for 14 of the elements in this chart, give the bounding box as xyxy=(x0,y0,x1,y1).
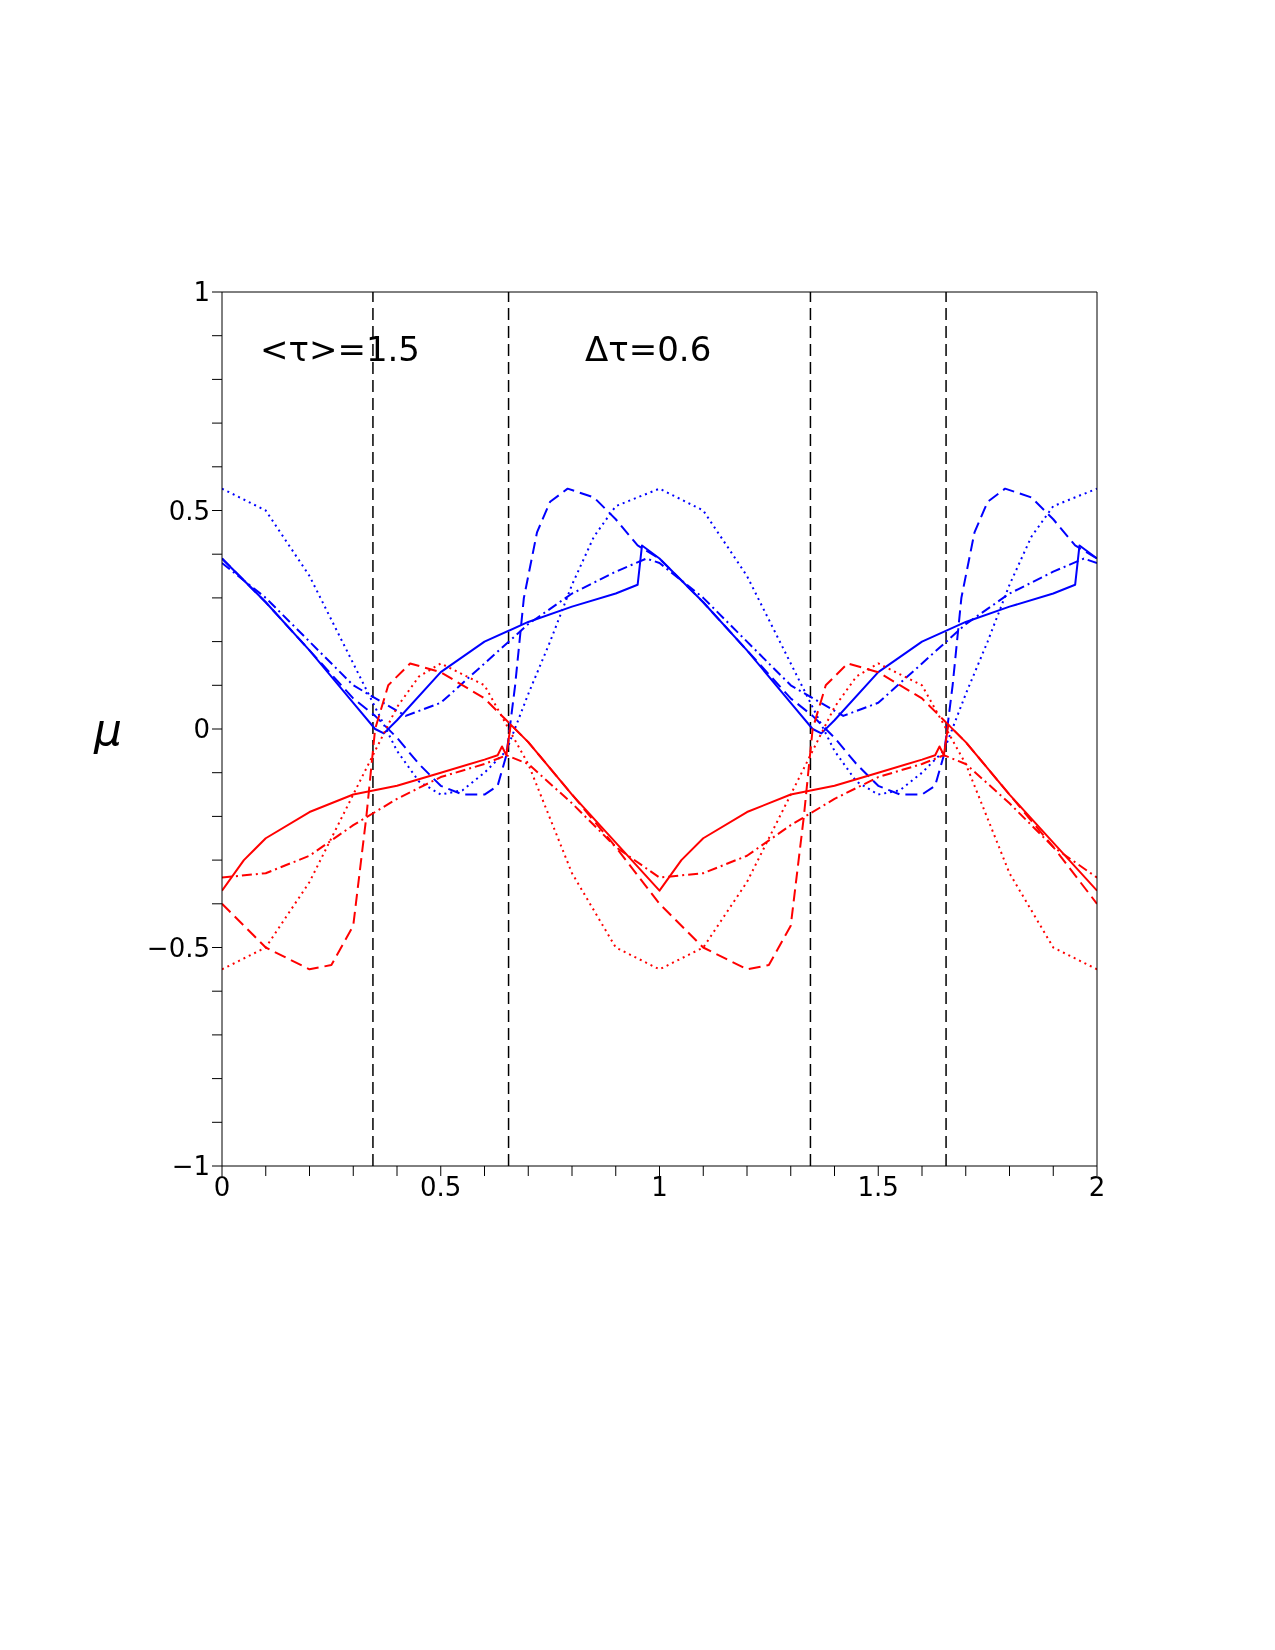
line-series xyxy=(222,662,1097,971)
x-tick-label: 0 xyxy=(213,1172,231,1203)
y-tick-label: −1 xyxy=(171,1151,210,1182)
y-tick-label: −0.5 xyxy=(146,932,210,963)
y-tick-label: 0.5 xyxy=(168,495,210,526)
x-tick-label: 2 xyxy=(1088,1172,1106,1203)
x-tick-label: 1 xyxy=(651,1172,668,1203)
y-axis-title: μ xyxy=(93,703,122,755)
annotation: Δτ=0.6 xyxy=(585,329,712,369)
y-tick-label: 1 xyxy=(193,277,210,308)
x-tick-label: 0.5 xyxy=(420,1172,462,1203)
y-tick-label: 0 xyxy=(193,714,210,745)
x-tick-label: 1.5 xyxy=(857,1172,899,1203)
annotation: <τ>=1.5 xyxy=(260,329,421,369)
